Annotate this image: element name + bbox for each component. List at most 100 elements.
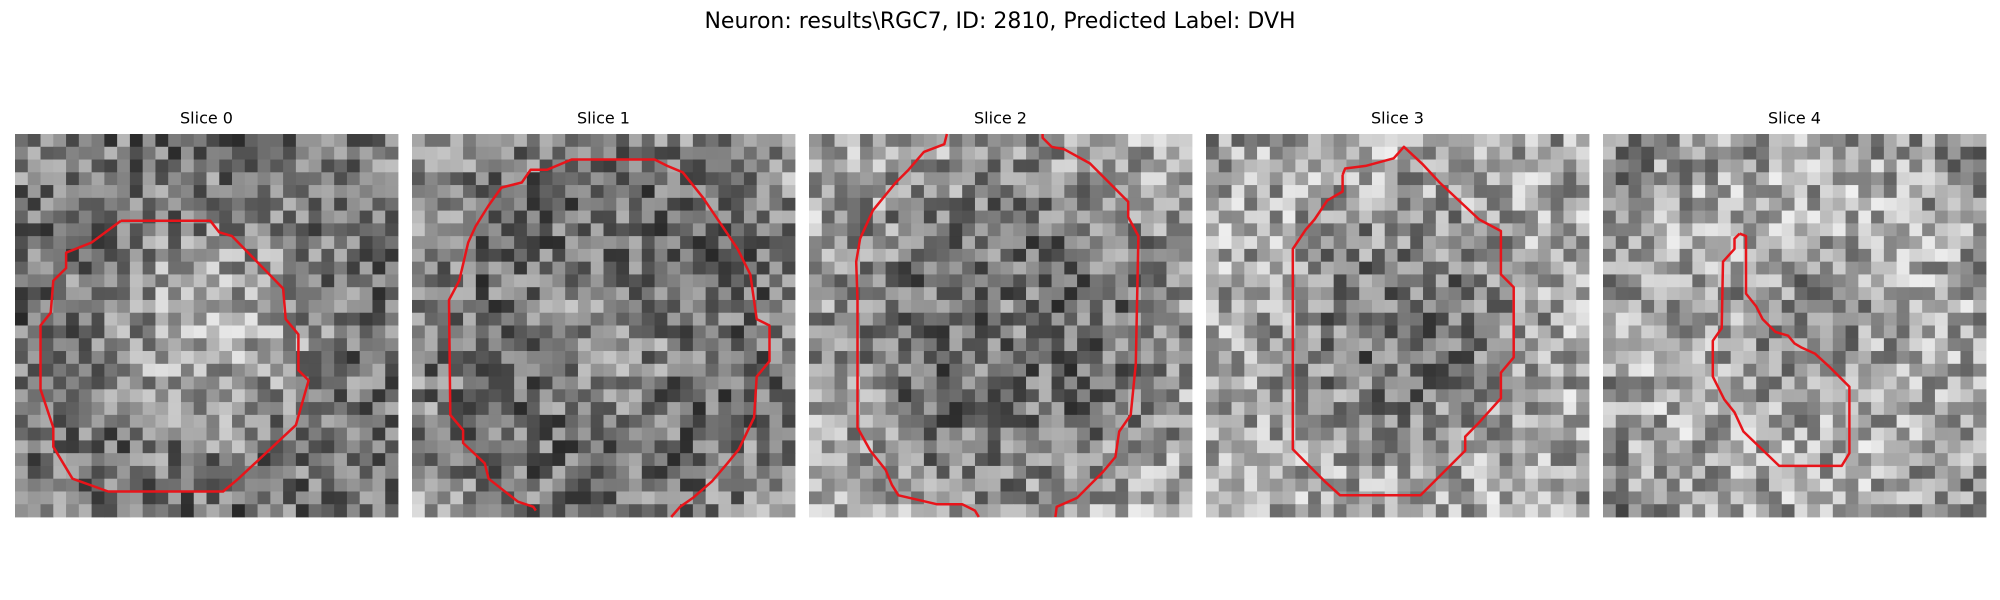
pixel bbox=[1717, 312, 1732, 326]
pixel bbox=[1320, 338, 1335, 352]
pixel bbox=[1563, 236, 1577, 250]
pixel bbox=[577, 376, 592, 390]
pixel bbox=[232, 287, 246, 301]
pixel bbox=[731, 274, 745, 288]
pixel bbox=[1461, 325, 1475, 339]
pixel bbox=[1320, 299, 1335, 314]
pixel bbox=[117, 146, 131, 160]
pixel bbox=[1346, 185, 1360, 199]
pixel bbox=[936, 402, 950, 416]
pixel bbox=[692, 351, 707, 365]
pixel bbox=[1730, 274, 1744, 288]
pixel bbox=[1499, 427, 1513, 441]
pixel bbox=[1615, 453, 1629, 467]
pixel bbox=[809, 504, 823, 518]
pixel bbox=[501, 504, 515, 518]
pixel bbox=[1333, 453, 1347, 467]
pixel bbox=[1051, 478, 1065, 492]
pixel bbox=[705, 504, 719, 518]
pixel bbox=[1883, 427, 1898, 441]
pixel bbox=[885, 338, 899, 352]
pixel bbox=[1231, 236, 1245, 250]
pixel bbox=[743, 440, 758, 454]
pixel bbox=[987, 210, 1001, 224]
pixel bbox=[180, 427, 195, 441]
pixel bbox=[1858, 248, 1872, 263]
pixel bbox=[1244, 312, 1258, 326]
pixel bbox=[424, 197, 438, 211]
pixel bbox=[1756, 236, 1770, 250]
pixel bbox=[1871, 299, 1885, 314]
pixel bbox=[1423, 363, 1437, 377]
pixel bbox=[641, 465, 655, 480]
pixel bbox=[1743, 389, 1757, 403]
pixel bbox=[1397, 363, 1411, 377]
pixel bbox=[155, 172, 169, 186]
pixel bbox=[501, 363, 515, 377]
pixel bbox=[1499, 236, 1513, 250]
pixel bbox=[1794, 465, 1808, 480]
pixel bbox=[270, 402, 284, 416]
pixel bbox=[193, 491, 207, 505]
pixel bbox=[1486, 261, 1501, 275]
pixel bbox=[257, 465, 271, 480]
pixel bbox=[1089, 427, 1104, 441]
contour bbox=[39, 219, 310, 493]
pixel bbox=[1333, 465, 1347, 480]
pixel bbox=[1871, 134, 1885, 148]
pixel bbox=[514, 363, 528, 377]
pixel bbox=[1064, 402, 1078, 416]
pixel bbox=[809, 478, 823, 492]
pixel bbox=[1973, 427, 1987, 441]
pixel bbox=[372, 134, 386, 148]
pixel bbox=[1615, 325, 1629, 339]
pixel bbox=[577, 389, 592, 403]
pixel bbox=[412, 248, 426, 263]
pixel bbox=[501, 465, 515, 480]
pixel bbox=[40, 351, 54, 365]
pixel bbox=[860, 159, 874, 173]
pixel bbox=[1641, 159, 1655, 173]
pixel bbox=[923, 185, 938, 199]
pixel bbox=[257, 299, 271, 314]
pixel bbox=[616, 236, 630, 250]
pixel bbox=[898, 453, 912, 467]
pixel bbox=[1128, 453, 1142, 467]
pixel bbox=[743, 185, 758, 199]
pixel bbox=[232, 325, 246, 339]
pixel bbox=[1922, 261, 1936, 275]
pixel bbox=[1423, 312, 1437, 326]
pixel bbox=[782, 197, 796, 211]
pixel bbox=[1858, 427, 1872, 441]
pixel bbox=[577, 185, 592, 199]
pixel bbox=[1832, 236, 1846, 250]
pixel bbox=[1244, 427, 1258, 441]
pixel bbox=[1628, 465, 1642, 480]
pixel bbox=[1410, 312, 1424, 326]
pixel bbox=[1512, 389, 1526, 403]
pixel bbox=[1486, 427, 1501, 441]
pixel bbox=[1371, 172, 1386, 186]
pixel bbox=[1128, 504, 1142, 518]
pixel bbox=[667, 261, 681, 275]
pixel bbox=[1423, 299, 1437, 314]
pixel bbox=[321, 453, 335, 467]
pixel bbox=[1960, 440, 1974, 454]
pixel bbox=[1692, 363, 1706, 377]
pixel bbox=[552, 351, 566, 365]
pixel bbox=[1832, 185, 1846, 199]
pixel bbox=[1410, 402, 1424, 416]
pixel bbox=[15, 274, 29, 288]
pixel bbox=[667, 248, 681, 263]
pixel bbox=[949, 261, 963, 275]
pixel bbox=[769, 376, 783, 390]
pixel bbox=[1038, 197, 1052, 211]
pixel bbox=[603, 236, 617, 250]
pixel bbox=[705, 325, 719, 339]
pixel bbox=[219, 287, 233, 301]
pixel bbox=[911, 414, 925, 429]
pixel bbox=[104, 478, 118, 492]
pixel bbox=[1525, 325, 1539, 339]
pixel bbox=[1077, 504, 1091, 518]
pixel bbox=[974, 427, 989, 441]
